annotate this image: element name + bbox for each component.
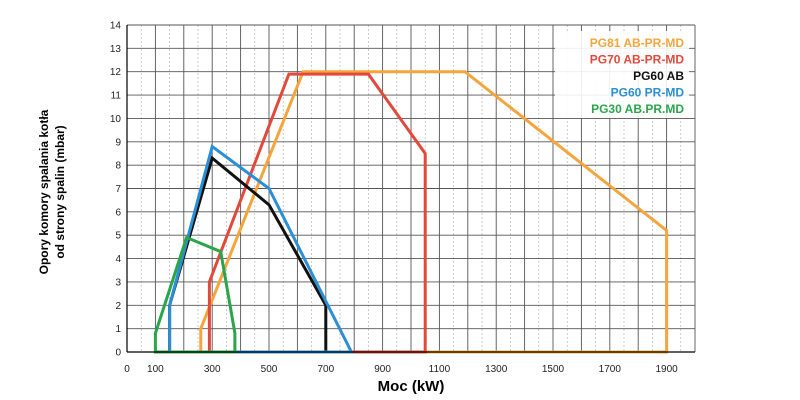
x-tick-label: 1900 [655,364,678,375]
legend-box [555,31,689,118]
y-axis-title-line-2: od strony spalin (mbar) [53,125,67,258]
y-tick-label: 11 [111,91,122,102]
y-tick-label: 4 [115,254,121,265]
y-tick-label: 2 [115,301,121,312]
y-tick-label: 3 [115,277,121,288]
y-tick-label: 8 [115,161,121,172]
x-axis-title: Moc (kW) [378,378,445,395]
x-tick-label: 1700 [599,364,622,375]
legend-entry: PG70 AB-PR-MD [590,53,685,67]
x-tick-label: 500 [261,364,278,375]
y-tick-label: 1 [115,324,121,335]
y-tick-label: 6 [115,207,121,218]
y-tick-label: 12 [110,67,122,78]
x-tick-label: 1300 [485,364,508,375]
legend-entry: PG30 AB.PR.MD [591,102,684,116]
x-tick-label: 700 [317,364,334,375]
y-axis-title-line-1: Opory komory spalania kotła [37,109,51,274]
y-tick-label: 10 [110,114,122,125]
legend-entry: PG60 AB [633,69,684,83]
y-tick-label: 14 [110,21,122,32]
legend-entry: PG60 PR-MD [611,86,685,100]
x-tick-labels: 0 100 300 500 700 900 1100 1300 1500 1700 1900 [124,364,678,375]
y-tick-label: 0 [115,348,121,359]
y-tick-label: 7 [115,184,121,195]
x-tick-label: 100 [147,364,164,375]
y-tick-label: 13 [110,44,122,55]
x-tick-label: 1500 [542,364,565,375]
legend: PG81 AB-PR-MD PG70 AB-PR-MD PG60 AB PG60 PR… [555,31,689,118]
x-tick-label: 300 [204,364,221,375]
x-tick-label: 1100 [429,364,451,375]
legend-entry: PG81 AB-PR-MD [590,36,685,50]
x-tick-label: 900 [374,364,391,375]
x-tick-label: 0 [124,364,130,375]
y-tick-label: 9 [115,137,121,148]
y-tick-label: 5 [115,231,121,242]
